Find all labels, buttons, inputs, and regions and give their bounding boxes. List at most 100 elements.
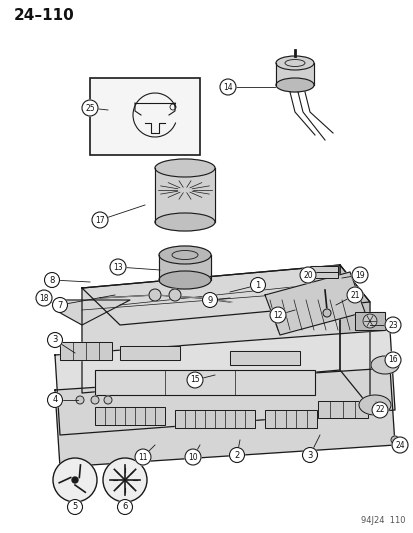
Circle shape bbox=[76, 396, 84, 404]
Circle shape bbox=[82, 100, 98, 116]
Circle shape bbox=[91, 396, 99, 404]
Circle shape bbox=[149, 289, 161, 301]
Bar bbox=[60, 342, 112, 360]
Text: 20: 20 bbox=[302, 271, 312, 279]
Text: 5: 5 bbox=[72, 503, 78, 512]
Text: 6: 6 bbox=[122, 503, 127, 512]
Ellipse shape bbox=[275, 56, 313, 70]
Text: 94J24  110: 94J24 110 bbox=[361, 516, 405, 525]
Text: 9: 9 bbox=[207, 295, 212, 304]
Bar bbox=[264, 410, 316, 428]
Circle shape bbox=[47, 333, 62, 348]
Circle shape bbox=[371, 402, 387, 418]
Circle shape bbox=[302, 448, 317, 463]
Circle shape bbox=[110, 259, 126, 275]
Text: 19: 19 bbox=[354, 271, 364, 279]
Circle shape bbox=[36, 290, 52, 306]
Text: 1: 1 bbox=[255, 280, 260, 289]
Bar bbox=[120, 346, 180, 360]
Ellipse shape bbox=[154, 213, 214, 231]
Polygon shape bbox=[339, 265, 369, 407]
Polygon shape bbox=[55, 330, 394, 435]
Bar bbox=[159, 255, 211, 280]
Ellipse shape bbox=[154, 159, 214, 177]
Polygon shape bbox=[264, 272, 364, 335]
Text: 7: 7 bbox=[57, 301, 62, 310]
Ellipse shape bbox=[358, 395, 390, 415]
Circle shape bbox=[384, 317, 400, 333]
Polygon shape bbox=[82, 265, 339, 393]
Circle shape bbox=[250, 278, 265, 293]
Circle shape bbox=[351, 267, 367, 283]
Text: 17: 17 bbox=[95, 215, 104, 224]
Bar bbox=[90, 78, 199, 155]
Circle shape bbox=[229, 448, 244, 463]
Text: 11: 11 bbox=[138, 453, 147, 462]
Text: 3: 3 bbox=[52, 335, 57, 344]
Text: 8: 8 bbox=[49, 276, 55, 285]
Text: 16: 16 bbox=[387, 356, 397, 365]
Bar bbox=[317, 401, 367, 418]
Bar bbox=[175, 410, 254, 428]
Bar bbox=[275, 63, 313, 85]
Bar bbox=[354, 312, 384, 330]
Circle shape bbox=[187, 372, 202, 388]
Text: 2: 2 bbox=[234, 450, 239, 459]
Bar bbox=[317, 401, 367, 418]
Circle shape bbox=[384, 352, 400, 368]
Bar bbox=[60, 342, 112, 360]
Circle shape bbox=[169, 289, 180, 301]
Polygon shape bbox=[55, 368, 394, 467]
Bar bbox=[230, 351, 299, 365]
Circle shape bbox=[391, 437, 407, 453]
Bar bbox=[154, 167, 214, 222]
Bar bbox=[95, 370, 314, 395]
Circle shape bbox=[202, 293, 217, 308]
Bar bbox=[309, 266, 337, 278]
Text: 22: 22 bbox=[374, 406, 384, 415]
Text: 13: 13 bbox=[113, 262, 123, 271]
Circle shape bbox=[72, 477, 78, 483]
Text: 3: 3 bbox=[306, 450, 312, 459]
Text: 24: 24 bbox=[394, 440, 404, 449]
Circle shape bbox=[52, 297, 67, 312]
Ellipse shape bbox=[159, 271, 211, 289]
Text: 10: 10 bbox=[188, 453, 197, 462]
Circle shape bbox=[44, 272, 59, 287]
Text: 12: 12 bbox=[273, 311, 282, 319]
Ellipse shape bbox=[275, 78, 313, 92]
Circle shape bbox=[103, 458, 147, 502]
Circle shape bbox=[135, 449, 151, 465]
Text: 23: 23 bbox=[387, 320, 397, 329]
Circle shape bbox=[92, 212, 108, 228]
Circle shape bbox=[362, 314, 376, 328]
Circle shape bbox=[390, 436, 398, 444]
Text: 25: 25 bbox=[85, 103, 95, 112]
Circle shape bbox=[346, 287, 362, 303]
Circle shape bbox=[53, 458, 97, 502]
Bar bbox=[95, 370, 314, 395]
Text: 14: 14 bbox=[223, 83, 232, 92]
Polygon shape bbox=[82, 265, 369, 325]
Circle shape bbox=[269, 307, 285, 323]
Bar bbox=[175, 410, 254, 428]
Circle shape bbox=[104, 396, 112, 404]
Circle shape bbox=[67, 499, 82, 514]
Bar bbox=[264, 410, 316, 428]
Circle shape bbox=[219, 79, 235, 95]
Circle shape bbox=[47, 392, 62, 408]
Text: 15: 15 bbox=[190, 376, 199, 384]
Circle shape bbox=[185, 449, 201, 465]
Text: 21: 21 bbox=[349, 290, 359, 300]
Bar bbox=[230, 351, 299, 365]
Polygon shape bbox=[55, 300, 130, 325]
Text: 24–110: 24–110 bbox=[14, 8, 75, 23]
Ellipse shape bbox=[370, 356, 398, 374]
Bar bbox=[95, 407, 165, 425]
Bar bbox=[120, 346, 180, 360]
Ellipse shape bbox=[159, 246, 211, 264]
Text: 18: 18 bbox=[39, 294, 49, 303]
Bar bbox=[95, 407, 165, 425]
Circle shape bbox=[117, 499, 132, 514]
Bar bbox=[354, 312, 384, 330]
